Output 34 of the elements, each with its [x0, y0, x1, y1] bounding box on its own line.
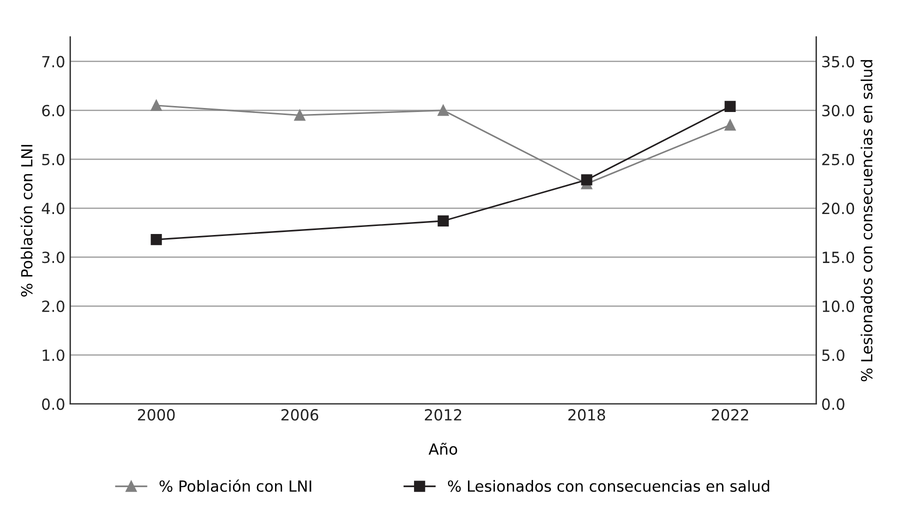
y2-tick-label: 15.0 — [822, 252, 854, 264]
y2-tick-label: 5.0 — [822, 349, 844, 362]
y2-tick-label: 25.0 — [822, 154, 854, 166]
x-axis-title: Año — [428, 442, 458, 455]
y-tick-label: 7.0 — [42, 56, 64, 68]
y2-axis-title: % Lesionados con consecuencias en salud — [860, 60, 872, 382]
y2-tick-label: 0.0 — [822, 398, 844, 410]
x-tick-label: 2012 — [424, 409, 462, 421]
x-tick-label: 2022 — [712, 409, 748, 421]
y2-tick-label: 35.0 — [822, 56, 854, 68]
y-tick-label: 3.0 — [42, 252, 64, 264]
x-tick-label: 2018 — [568, 409, 606, 421]
point — [724, 119, 736, 131]
y2-tick-label: 20.0 — [822, 202, 854, 214]
y-tick-label: 5.0 — [42, 154, 64, 166]
point — [294, 110, 306, 121]
y-tick-label: 4.0 — [42, 202, 64, 214]
y-axis-title: % Población con LNI — [20, 144, 33, 297]
x-tick-label: 2000 — [138, 409, 175, 421]
y2-tick-label: 30.0 — [822, 104, 854, 116]
point — [150, 234, 162, 246]
y-tick-label: 0.0 — [42, 398, 64, 410]
legend-label: % Lesionados con consecuencias en salud — [448, 480, 770, 492]
y2-tick-label: 10.0 — [822, 300, 854, 312]
x-tick-label: 2006 — [281, 409, 318, 421]
y-tick-label: 2.0 — [42, 300, 64, 312]
point — [150, 100, 162, 112]
point — [724, 100, 736, 112]
point — [438, 104, 449, 116]
y-tick-label: 6.0 — [42, 104, 64, 116]
legend-label: % Población con LNI — [160, 479, 312, 492]
point — [438, 215, 449, 226]
y-tick-label: 1.0 — [42, 349, 64, 362]
point — [581, 174, 592, 186]
